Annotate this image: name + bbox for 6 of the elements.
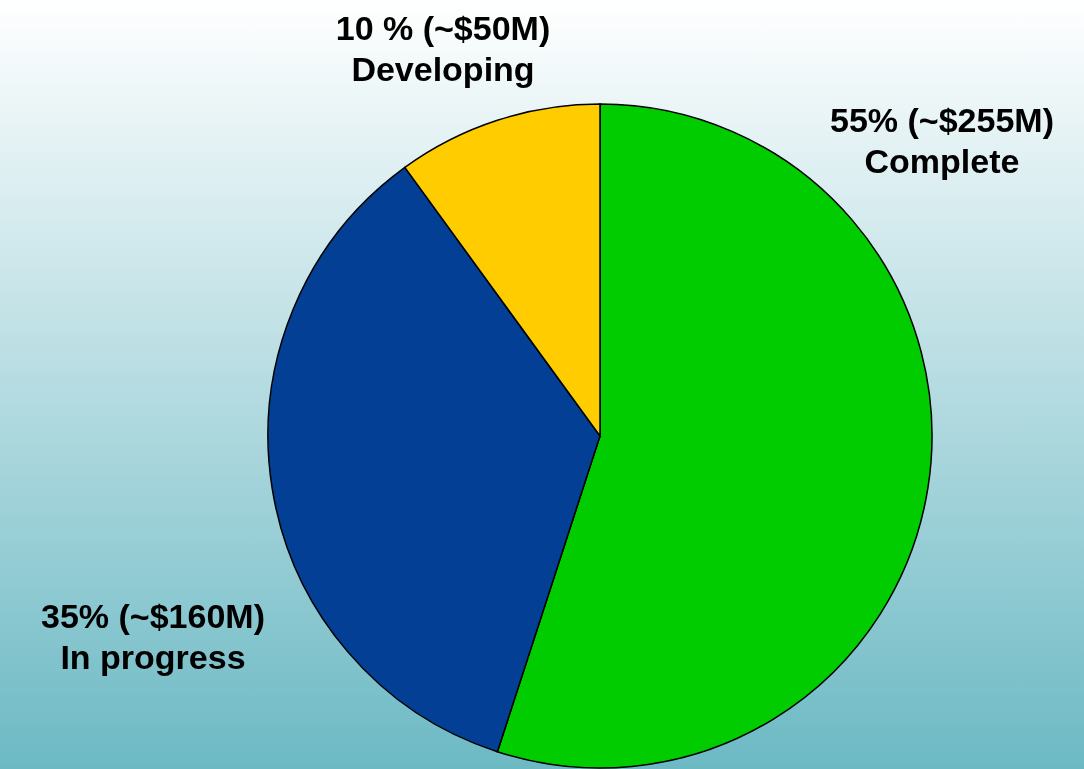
data-label: 55% (~$255M)	[830, 101, 1054, 139]
slice-label: Developing	[351, 49, 535, 88]
data-label: 10 % (~$50M)	[335, 9, 551, 47]
slice-label: In progress	[60, 637, 246, 676]
slice-label: Complete	[864, 141, 1020, 180]
data-label: 35% (~$160M)	[41, 597, 265, 635]
